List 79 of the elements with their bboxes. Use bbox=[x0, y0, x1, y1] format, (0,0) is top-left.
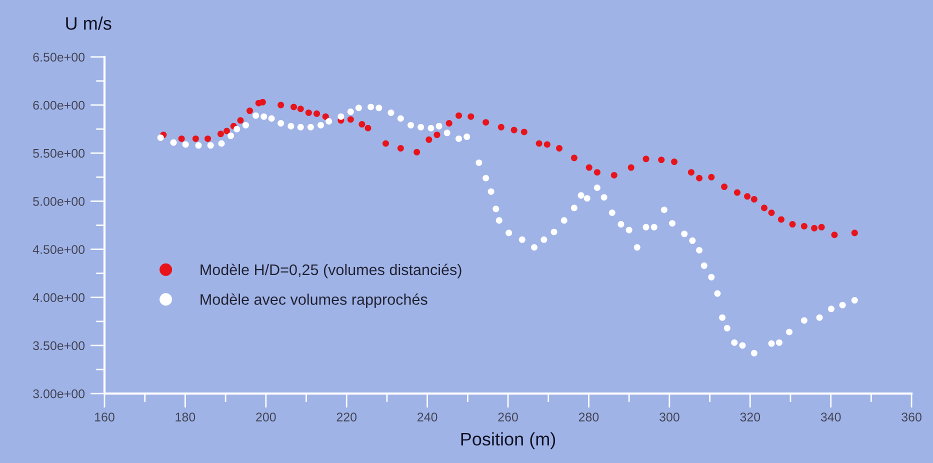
point bbox=[322, 113, 329, 120]
point bbox=[520, 128, 528, 136]
point bbox=[468, 113, 474, 120]
point bbox=[364, 124, 372, 132]
point bbox=[708, 174, 715, 180]
y-tick-label: 5.50e+00 bbox=[33, 148, 85, 158]
point bbox=[750, 196, 758, 203]
point bbox=[768, 209, 775, 216]
y-tick-label: 3.00e+00 bbox=[33, 389, 85, 398]
point bbox=[610, 172, 618, 178]
point bbox=[297, 106, 304, 112]
point bbox=[313, 110, 320, 117]
point bbox=[510, 126, 518, 134]
point bbox=[570, 154, 578, 162]
point bbox=[628, 164, 634, 171]
point bbox=[290, 104, 298, 110]
point bbox=[734, 189, 740, 196]
point bbox=[831, 232, 838, 238]
x-tick-label: 340 bbox=[820, 412, 841, 422]
point bbox=[204, 135, 212, 142]
x-tick-label: 320 bbox=[740, 412, 760, 422]
x-tick-label: 260 bbox=[498, 412, 518, 422]
point bbox=[446, 120, 452, 127]
point bbox=[224, 128, 230, 134]
point bbox=[800, 222, 808, 230]
point bbox=[688, 169, 694, 176]
point bbox=[259, 98, 266, 106]
point bbox=[237, 117, 244, 124]
point bbox=[556, 145, 563, 152]
point bbox=[426, 136, 432, 143]
x-axis-title: Position (m) bbox=[461, 432, 556, 450]
point bbox=[434, 132, 440, 138]
point bbox=[642, 156, 650, 162]
y-tick-label: 6.00e+00 bbox=[33, 100, 85, 110]
legend-label: Modèle H/D=0,25 (volumes distanciés) bbox=[200, 264, 462, 278]
point bbox=[696, 174, 703, 182]
x-tick-label: 300 bbox=[659, 412, 680, 422]
point bbox=[658, 156, 665, 164]
point bbox=[246, 108, 254, 114]
point bbox=[586, 164, 592, 171]
x-tick-label: 220 bbox=[336, 412, 357, 422]
y-tick-label: 3.50e+00 bbox=[33, 341, 85, 350]
point bbox=[789, 221, 796, 228]
y-axis-title: U m/s bbox=[66, 16, 112, 30]
point bbox=[721, 184, 728, 190]
point bbox=[482, 119, 490, 126]
y-tick-label: 6.50e+00 bbox=[33, 52, 85, 62]
point bbox=[382, 140, 390, 147]
x-tick-label: 360 bbox=[902, 412, 922, 422]
point bbox=[536, 140, 542, 147]
point bbox=[397, 145, 404, 152]
x-tick-label: 160 bbox=[95, 412, 114, 422]
y-tick-label: 4.00e+00 bbox=[32, 293, 85, 302]
point bbox=[851, 230, 858, 236]
point bbox=[347, 116, 354, 123]
point bbox=[456, 112, 462, 119]
legend-label: Modèle avec volumes rapprochés bbox=[200, 293, 428, 308]
point bbox=[761, 204, 768, 212]
y-tick-label: 4.50e+00 bbox=[32, 245, 85, 254]
x-tick-label: 280 bbox=[578, 412, 599, 422]
point bbox=[192, 135, 199, 142]
point bbox=[278, 102, 284, 108]
point bbox=[414, 148, 420, 156]
point bbox=[744, 193, 751, 200]
point bbox=[498, 124, 504, 130]
point bbox=[358, 121, 366, 128]
x-tick-label: 240 bbox=[418, 412, 438, 422]
point bbox=[305, 109, 312, 116]
point bbox=[178, 135, 185, 142]
x-tick-label: 180 bbox=[176, 412, 196, 422]
point bbox=[594, 169, 600, 176]
point bbox=[217, 130, 224, 138]
point bbox=[671, 158, 678, 166]
y-tick-label: 5.00e+00 bbox=[33, 197, 85, 206]
point bbox=[811, 224, 818, 232]
point bbox=[818, 224, 825, 230]
point bbox=[778, 216, 784, 223]
point bbox=[544, 141, 550, 148]
x-tick-label: 200 bbox=[256, 412, 276, 422]
